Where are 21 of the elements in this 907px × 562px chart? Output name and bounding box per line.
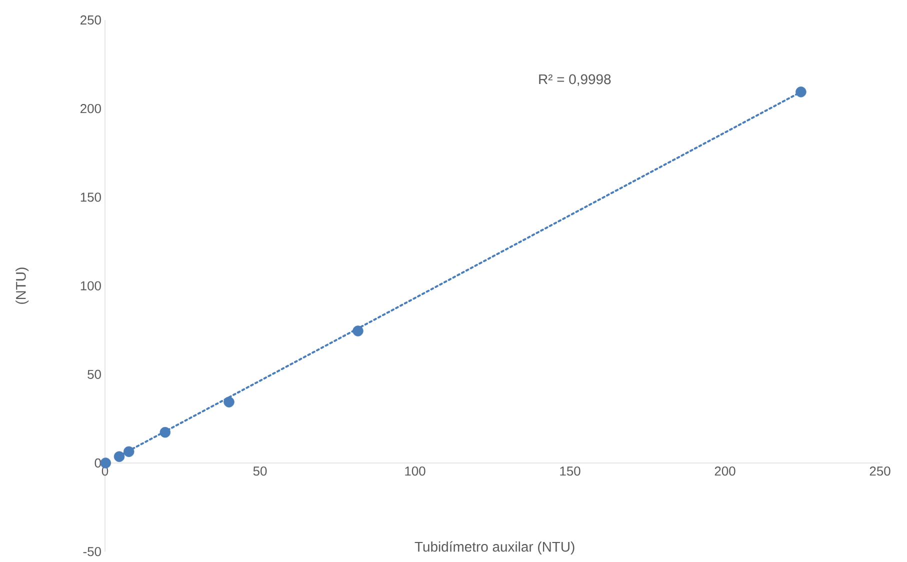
y-tick-label: 0 [94, 458, 101, 468]
point [224, 396, 234, 408]
x-tick-label: 150 [560, 466, 580, 476]
point [352, 326, 364, 336]
y-axis-title: (NTU) [16, 268, 29, 304]
y-tick-label: 50 [88, 370, 101, 379]
x-tick-label: 50 [253, 466, 267, 476]
y-tick-label: -50 [83, 547, 101, 556]
point [114, 451, 125, 462]
x-axis-title: Tubidímetro auxilar (NTU) [414, 541, 574, 554]
point [123, 446, 134, 458]
x-tick-label: 100 [405, 466, 426, 476]
x-tick-label: 200 [714, 466, 736, 476]
y-tick-label: 150 [80, 192, 101, 202]
point [796, 86, 806, 98]
y-tick-label: 250 [80, 15, 101, 25]
y-tick-label: 200 [80, 104, 101, 114]
x-tick-label: 250 [870, 466, 890, 476]
y-tick-label: 100 [80, 281, 101, 290]
point [160, 426, 171, 438]
annotation: R² = 0,9998 [539, 74, 611, 86]
